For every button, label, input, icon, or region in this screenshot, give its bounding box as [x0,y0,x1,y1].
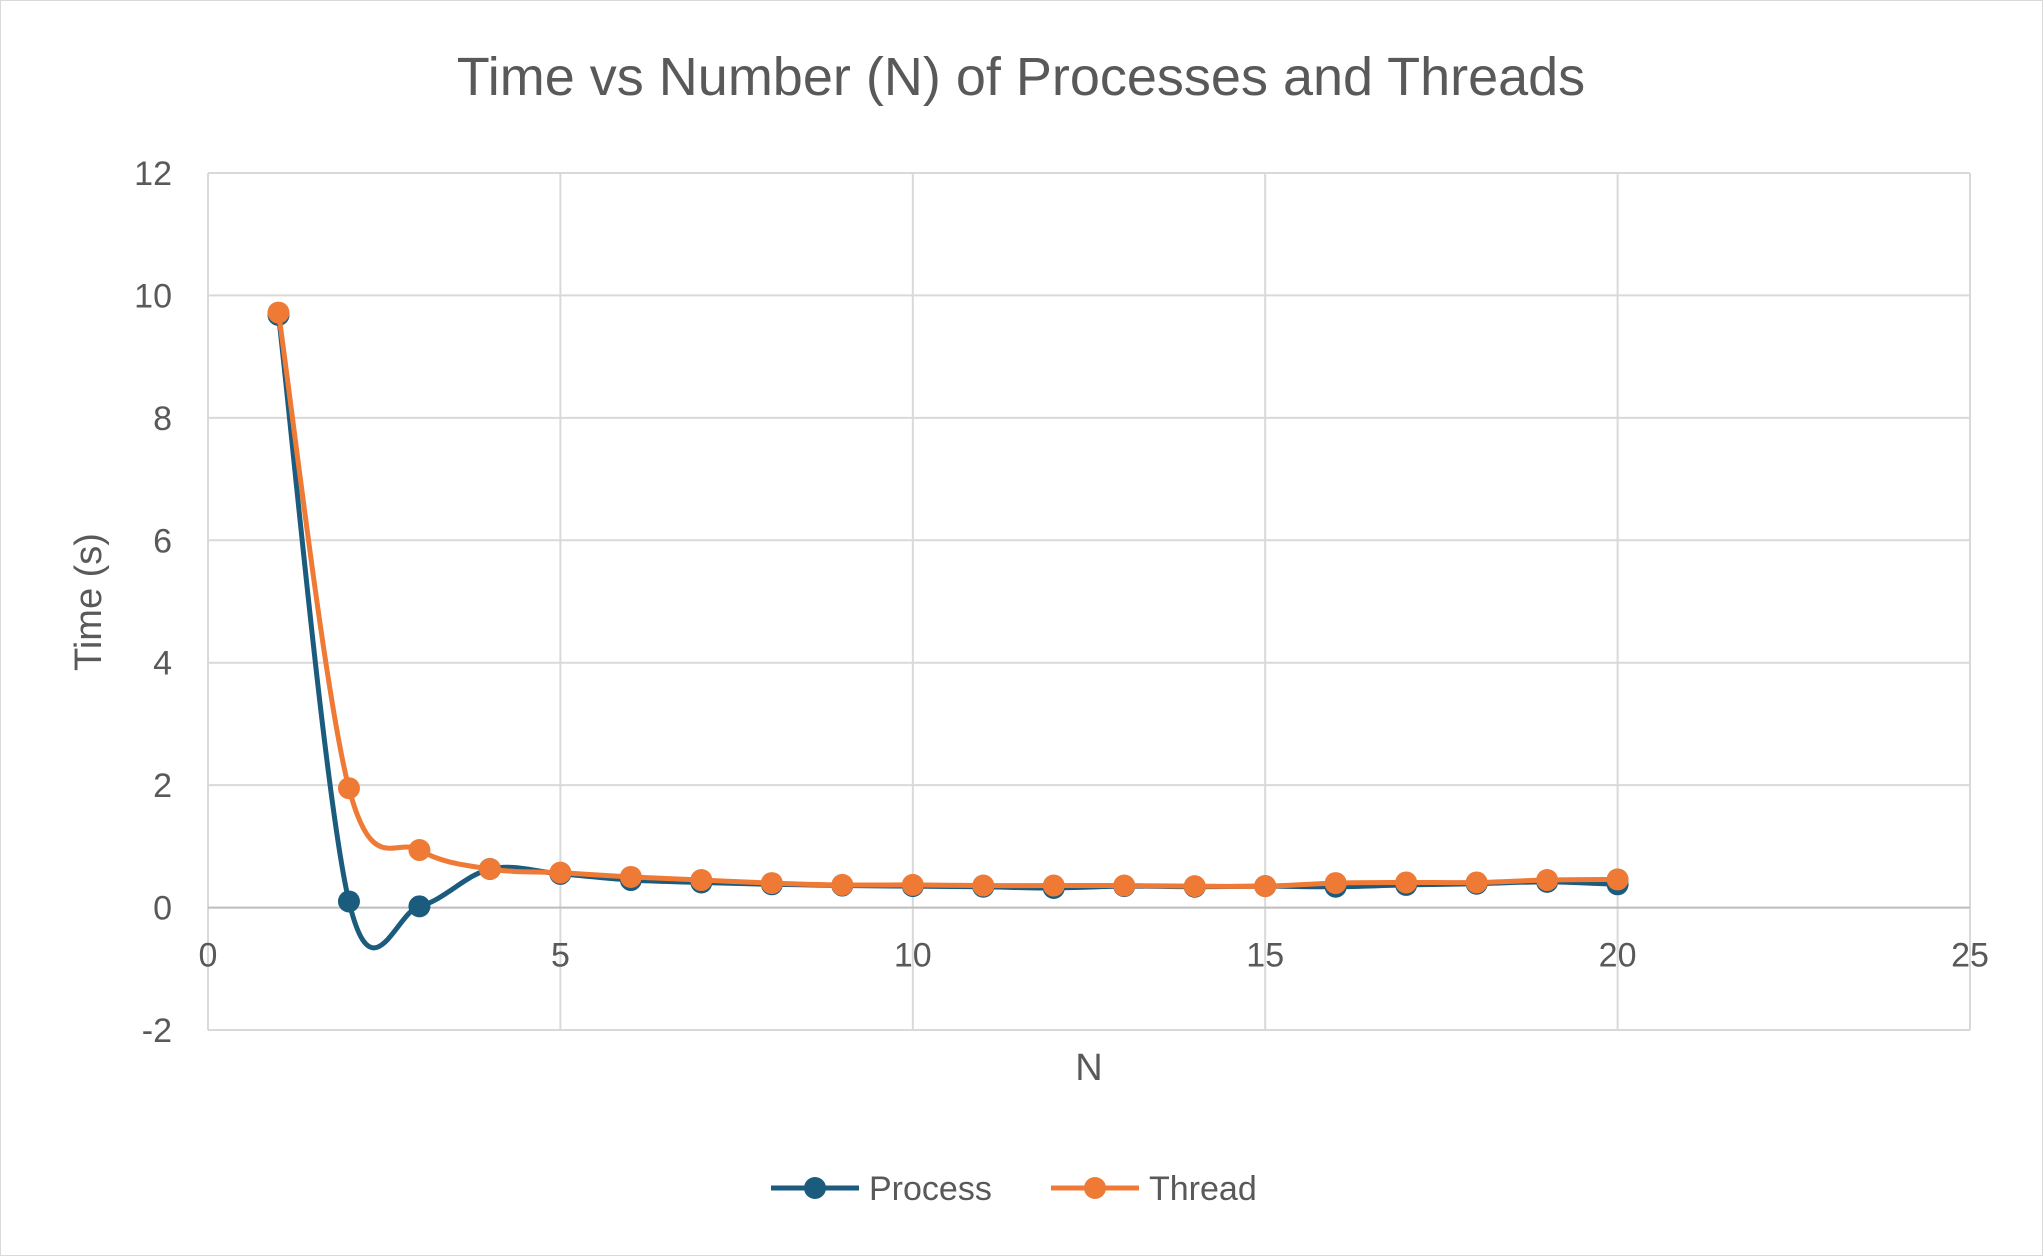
data-point-thread [1113,874,1136,897]
y-tick-label: 0 [153,890,172,928]
data-point-thread [1395,871,1418,894]
data-point-thread [831,873,854,896]
data-point-thread [549,861,572,884]
data-point-process [337,890,360,913]
y-tick-label: 12 [134,155,172,193]
series-process [267,304,1629,951]
data-point-thread [619,865,642,888]
data-point-thread [267,301,290,324]
y-tick-label: 10 [134,277,172,315]
x-tick-label: 10 [894,937,932,975]
y-axis-title: Time (s) [68,533,110,671]
data-point-thread [972,874,995,897]
y-tick-label: -2 [142,1012,172,1050]
x-tick-label: 20 [1599,937,1637,975]
data-point-thread [337,777,360,800]
data-point-thread [1606,868,1629,891]
legend-marker [1084,1177,1106,1199]
legend-label: Thread [1149,1170,1257,1208]
data-point-thread [1536,869,1559,892]
series-line-thread [275,310,1621,889]
x-tick-label: 15 [1246,937,1284,975]
legend-label: Process [869,1170,992,1208]
x-tick-label: 5 [551,937,570,975]
legend-entry-thread[interactable]: Thread [1051,1170,1257,1208]
series-thread [267,301,1629,898]
data-point-thread [478,858,501,881]
legend-marker [804,1177,826,1199]
data-point-thread [1324,872,1347,895]
y-tick-label: 4 [153,645,172,683]
data-point-thread [1254,875,1277,898]
y-tick-label: 6 [153,522,172,560]
series-layer [267,301,1629,951]
gridlines [207,172,1971,1031]
data-point-thread [1042,874,1065,897]
axes: -2 0 2 4 6 8 10 12 0 5 10 15 20 25 [134,155,1989,1050]
legend-entry-process[interactable]: Process [771,1170,992,1208]
data-point-thread [690,869,713,892]
legend: Process Thread [771,1170,1257,1208]
data-point-process [408,895,431,918]
data-point-thread [1183,875,1206,898]
x-tick-label: 0 [199,937,218,975]
data-point-thread [901,873,924,896]
data-point-thread [1465,871,1488,894]
x-axis-title: N [1075,1047,1102,1089]
data-point-thread [408,839,431,862]
series-line-process [275,312,1621,951]
y-tick-label: 8 [153,400,172,438]
chart-title: Time vs Number (N) of Processes and Thre… [457,47,1585,107]
data-point-thread [760,872,783,895]
x-tick-label: 25 [1951,937,1989,975]
y-tick-label: 2 [153,767,172,805]
